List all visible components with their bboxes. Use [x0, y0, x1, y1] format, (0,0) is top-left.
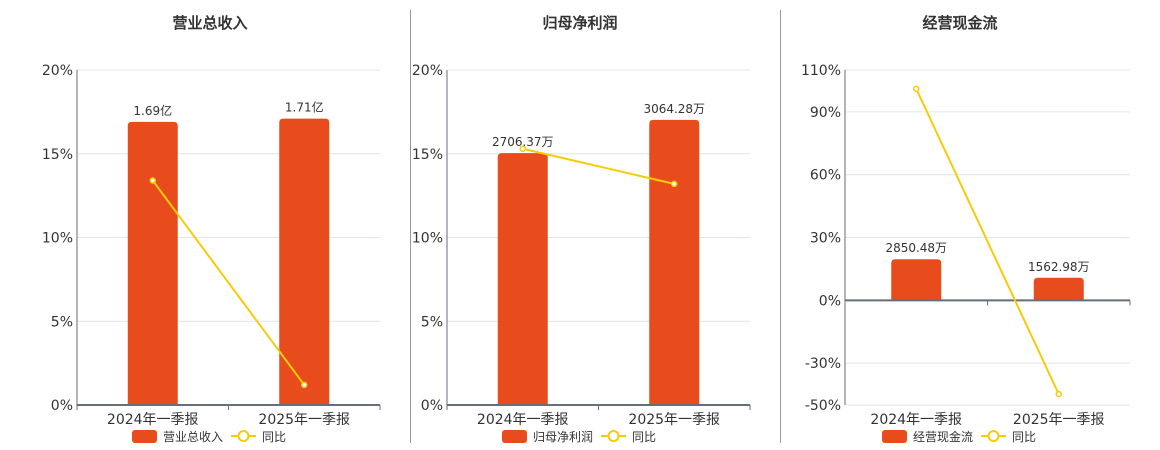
y-tick-label: 0% [819, 293, 841, 309]
bar [891, 259, 942, 301]
legend-bar-label: 归母净利润 [533, 430, 593, 444]
yoy-point [671, 180, 678, 188]
bar [649, 119, 700, 406]
bar-data-label: 3064.28万 [643, 102, 705, 116]
yoy-point [301, 381, 308, 389]
y-tick-label: 10% [42, 231, 73, 247]
bar [279, 118, 330, 405]
y-tick-label: 15% [42, 147, 73, 163]
y-tick-label: 110% [801, 63, 841, 79]
x-tick-label: 2024年一季报 [870, 412, 962, 428]
y-tick-label: 0% [51, 398, 73, 414]
legend-line-label: 同比 [632, 430, 656, 444]
legend-bar-label: 营业总收入 [163, 430, 223, 444]
yoy-point [519, 145, 526, 152]
x-tick-label: 2025年一季报 [1013, 412, 1105, 428]
legend-line-label: 同比 [262, 430, 286, 444]
bar-data-label: 1562.98万 [1028, 260, 1090, 274]
legend-bar-label: 经营现金流 [913, 429, 973, 444]
legend-line-marker [237, 430, 250, 442]
bar-data-label: 1.71亿 [285, 100, 324, 115]
bar [1033, 277, 1084, 301]
y-tick-label: 60% [810, 168, 841, 184]
y-tick-label: 90% [810, 105, 841, 121]
y-tick-label: 5% [51, 314, 73, 330]
yoy-line [915, 88, 1060, 395]
divider [410, 10, 411, 443]
x-tick-label: 2024年一季报 [477, 412, 569, 428]
legend-bar-swatch [502, 430, 527, 443]
yoy-point [1055, 390, 1062, 398]
y-tick-label: -30% [805, 356, 841, 372]
yoy-line [522, 147, 675, 185]
bar [497, 153, 548, 405]
legend-line-marker [607, 430, 620, 442]
divider [780, 10, 781, 443]
legend-bar-swatch [882, 430, 907, 443]
bar-data-label: 2850.48万 [885, 241, 947, 255]
y-tick-label: 30% [810, 231, 841, 247]
y-tick-label: 5% [421, 314, 443, 330]
yoy-line [151, 179, 306, 386]
legend-bar-swatch [132, 430, 157, 443]
y-tick-label: 20% [412, 63, 443, 79]
bar-data-label: 1.69亿 [133, 103, 172, 118]
yoy-point [149, 177, 156, 184]
x-tick-label: 2025年一季报 [628, 412, 720, 428]
legend-line-label: 同比 [1012, 430, 1036, 444]
bar-data-label: 2706.37万 [492, 135, 554, 149]
chart-title: 归母净利润 [542, 14, 617, 32]
y-tick-label: 10% [412, 231, 443, 247]
yoy-point [913, 85, 920, 93]
y-tick-label: 20% [42, 63, 73, 79]
chart-title: 营业总收入 [172, 14, 247, 32]
y-tick-label: 0% [421, 398, 443, 414]
legend-line-marker [987, 430, 1000, 442]
y-tick-label: 15% [412, 147, 443, 163]
x-tick-label: 2024年一季报 [107, 412, 199, 428]
x-tick-label: 2025年一季报 [258, 412, 350, 428]
bar [127, 121, 178, 406]
chart-title: 经营现金流 [922, 14, 997, 32]
y-tick-label: -50% [805, 398, 841, 414]
